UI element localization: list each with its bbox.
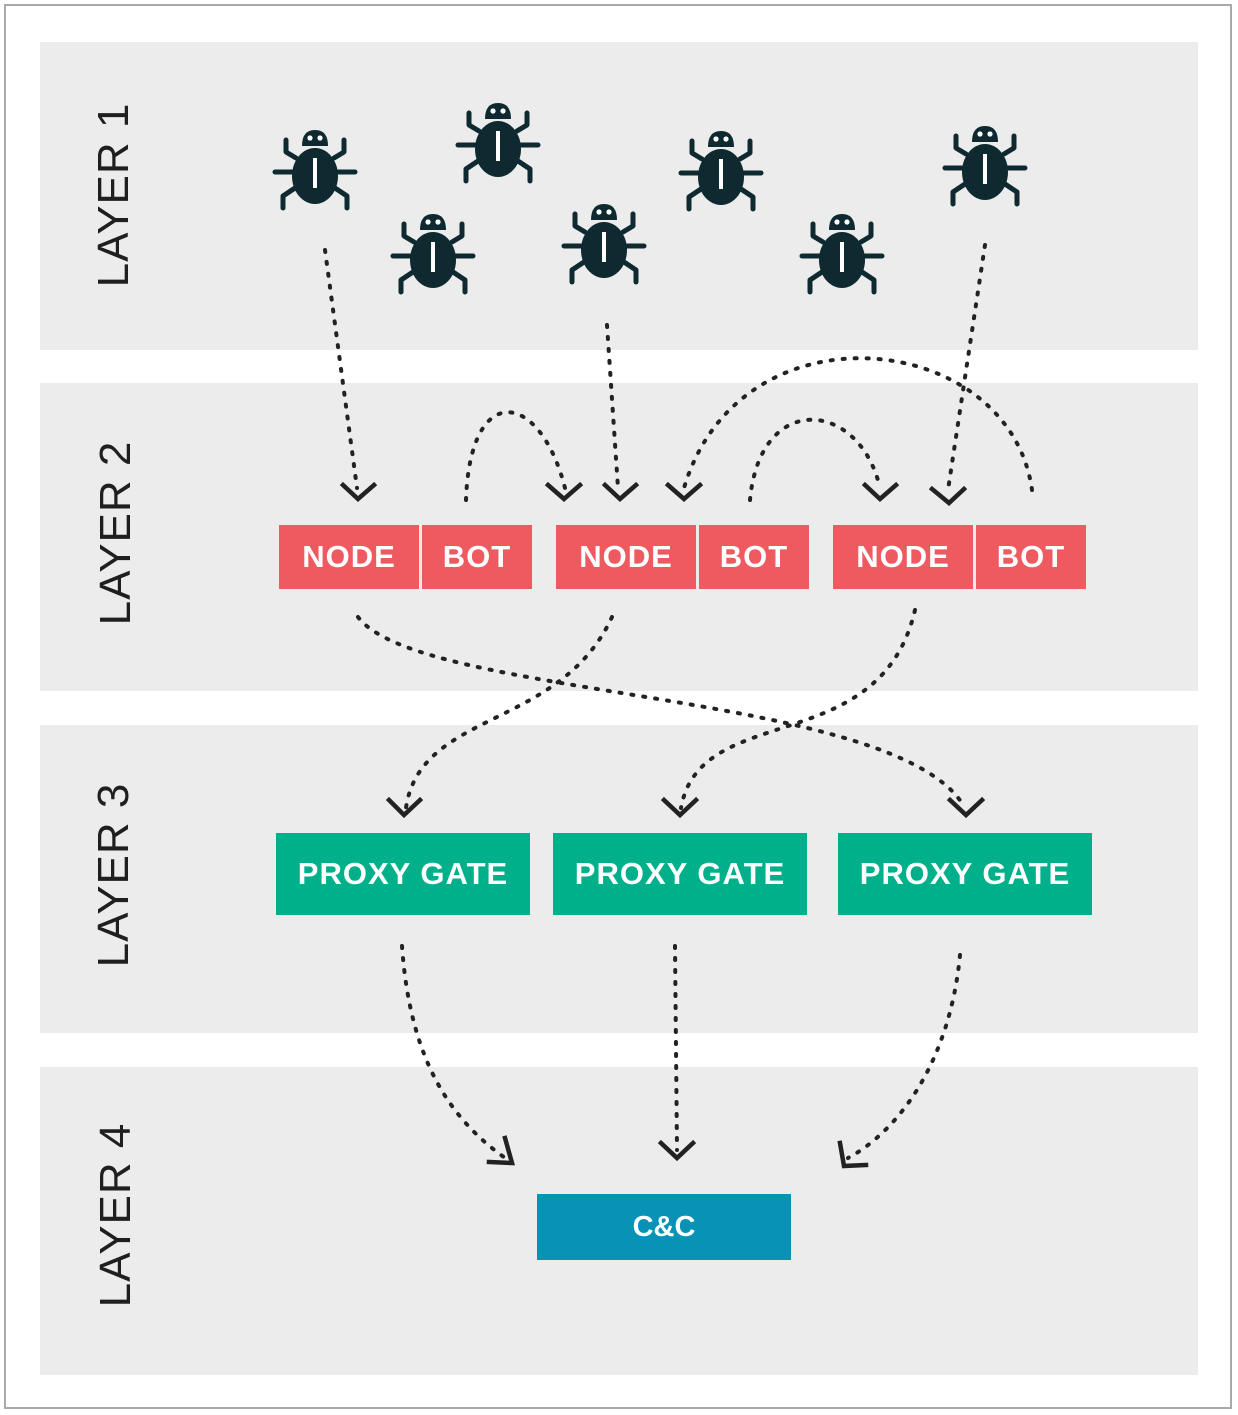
arrow-bug-to-node-3 [946, 243, 987, 492]
proxy-gate-3: PROXY GATE [838, 833, 1092, 915]
bug-icon [564, 204, 644, 282]
arrow-bot1-to-node2 [464, 410, 567, 502]
proxy-gate-2: PROXY GATE [553, 833, 807, 915]
bug-icon [802, 214, 882, 292]
arrowhead [660, 796, 700, 819]
node-box: NODE [833, 525, 973, 589]
arrowhead [837, 1140, 869, 1169]
diagram-frame [4, 4, 1232, 1409]
node-bot-pair-2: NODE BOT [556, 525, 809, 589]
node-box: NODE [556, 525, 696, 589]
arrowhead [544, 481, 584, 502]
arrowhead [664, 481, 704, 502]
arrowhead [339, 481, 378, 503]
proxy-gate-1: PROXY GATE [276, 833, 530, 915]
node-bot-pair-1: NODE BOT [279, 525, 532, 589]
bug-icon [458, 103, 538, 181]
arrow-proxy1-to-cc [400, 944, 510, 1162]
arrowhead [928, 485, 968, 506]
arrowhead [861, 481, 900, 503]
arrow-proxy3-to-cc [846, 953, 962, 1160]
bot-box: BOT [976, 525, 1086, 589]
arrow-bug-to-node-2 [605, 323, 620, 490]
bug-icon [945, 126, 1025, 204]
bug-icon [681, 131, 761, 209]
node-box: NODE [279, 525, 419, 589]
arrowhead [385, 796, 424, 819]
bot-box: BOT [422, 525, 532, 589]
arrowhead [657, 1139, 697, 1162]
bug-icon [393, 214, 473, 292]
arrow-bot2-to-node3 [748, 417, 882, 502]
bot-box: BOT [699, 525, 809, 589]
arrowhead [946, 796, 986, 819]
cc-server-box: C&C [537, 1194, 791, 1260]
arrow-bug-to-node-1 [323, 248, 359, 490]
layer-1-band [40, 42, 1198, 350]
arrow-node1-to-proxy3 [356, 615, 967, 810]
bug-icon [275, 130, 355, 208]
node-bot-pair-3: NODE BOT [833, 525, 1086, 589]
arrow-bot3-to-node2 [682, 356, 1034, 492]
arrowhead [486, 1135, 516, 1166]
arrow-proxy2-to-cc [673, 944, 679, 1152]
arrow-node2-to-proxy1 [404, 615, 614, 810]
arrowhead [601, 481, 640, 503]
